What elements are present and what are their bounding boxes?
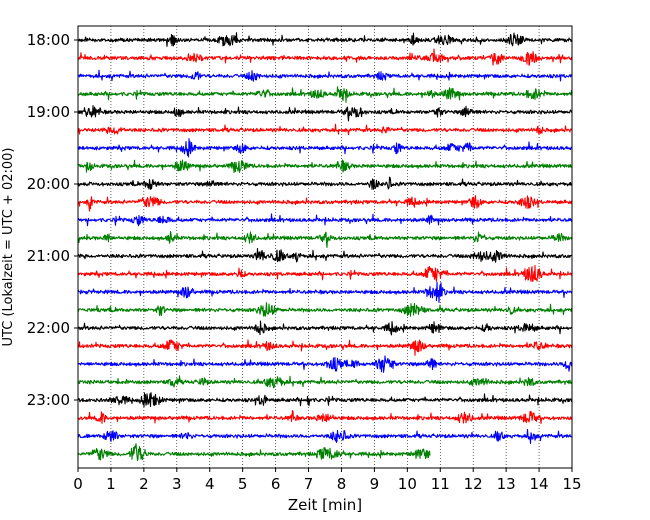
- trace-line: [77, 32, 573, 47]
- trace-line: [77, 247, 573, 263]
- trace-line: [77, 429, 573, 444]
- x-tick-label: 2: [139, 475, 149, 493]
- trace-layer: [77, 32, 573, 462]
- y-tick-label: 19:00: [27, 103, 70, 121]
- x-tick-label: 11: [431, 475, 450, 493]
- trace-line: [77, 320, 573, 336]
- trace-line: [77, 264, 573, 282]
- trace-line: [77, 410, 573, 424]
- trace-line: [77, 443, 431, 462]
- y-tick-label: 22:00: [27, 319, 70, 337]
- trace-line: [77, 392, 573, 408]
- trace-line: [77, 105, 573, 122]
- x-tick-label: 13: [497, 475, 516, 493]
- x-tick-label: 9: [370, 475, 380, 493]
- x-tick-label: 6: [271, 475, 281, 493]
- x-tick-label: 7: [304, 475, 314, 493]
- trace-line: [77, 69, 573, 82]
- trace-line: [77, 123, 573, 136]
- trace-line: [77, 48, 573, 66]
- x-tick-label: 3: [172, 475, 182, 493]
- x-axis-label: Zeit [min]: [288, 496, 362, 514]
- x-tick-label: 10: [398, 475, 417, 493]
- trace-line: [77, 355, 573, 373]
- y-tick-label: 21:00: [27, 247, 70, 265]
- trace-line: [77, 86, 573, 103]
- x-axis: 0 1 2 3 4 5 6 7 8 9 10 11 12 13 14 15: [73, 468, 582, 493]
- x-tick-label: 12: [464, 475, 483, 493]
- trace-line: [77, 159, 573, 174]
- y-tick-label: 20:00: [27, 175, 70, 193]
- y-tick-label: 18:00: [27, 31, 70, 49]
- y-axis: 18:00 19:00 20:00 21:00 22:00 23:00: [27, 31, 78, 409]
- trace-line: [77, 302, 573, 317]
- trace-line: [77, 281, 573, 303]
- x-tick-label: 14: [530, 475, 549, 493]
- y-tick-label: 23:00: [27, 391, 70, 409]
- trace-line: [77, 230, 573, 248]
- x-tick-label: 4: [205, 475, 215, 493]
- trace-line: [77, 138, 573, 158]
- trace-line: [77, 176, 573, 190]
- trace-line: [77, 213, 573, 227]
- trace-line: [77, 195, 573, 212]
- y-axis-label: UTC (Lokalzeit = UTC + 02:00): [1, 148, 16, 347]
- x-tick-label: 1: [106, 475, 116, 493]
- x-tick-label: 5: [238, 475, 248, 493]
- x-tick-label: 0: [73, 475, 83, 493]
- x-tick-label: 8: [337, 475, 347, 493]
- trace-line: [77, 339, 573, 356]
- trace-line: [77, 375, 573, 389]
- x-tick-label: 15: [562, 475, 581, 493]
- plot-frame: [77, 25, 573, 469]
